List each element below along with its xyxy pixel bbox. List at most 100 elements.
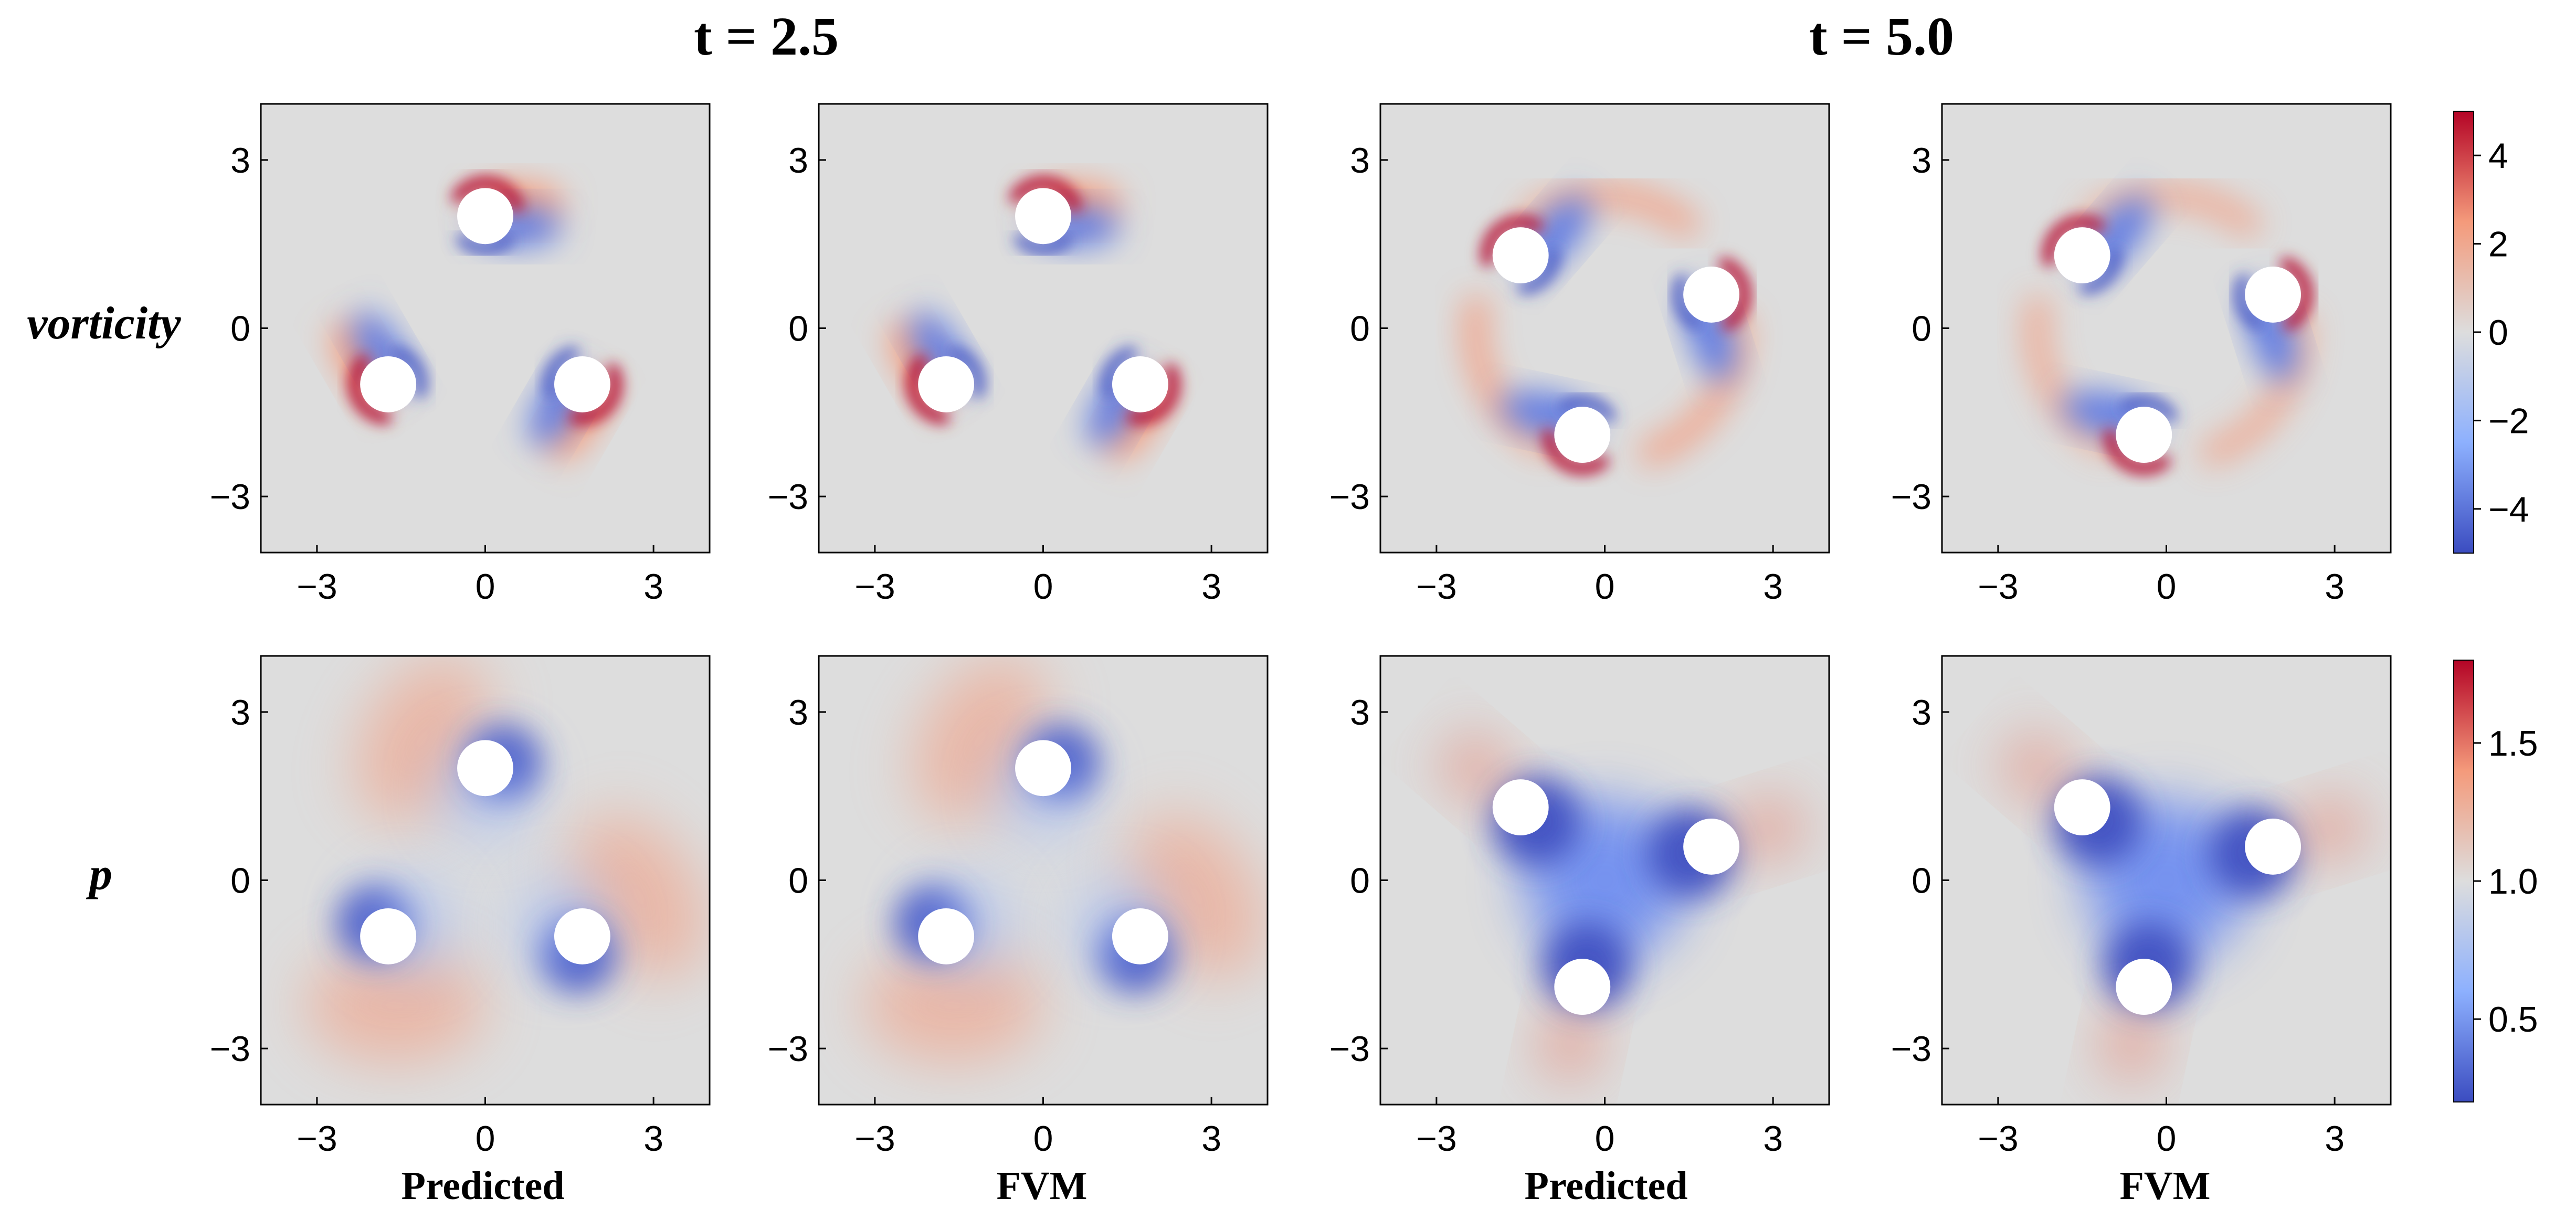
colorbar-tick-label: 1.5 — [2488, 724, 2538, 763]
shear-layer-positive — [1543, 429, 1610, 474]
vortex-wake-positive — [1638, 313, 1750, 468]
panel-background — [1380, 104, 1829, 553]
y-tick-label: 0 — [1350, 309, 1370, 349]
x-tick-label: 3 — [2325, 567, 2345, 607]
panel-p-3: −3 0 3 3 0 −3 — [1891, 655, 2392, 1159]
shear-layer-positive — [450, 177, 524, 212]
pressure-high-region — [863, 947, 1042, 1063]
shear-layer-negative — [2119, 397, 2178, 422]
x-tick-label: 0 — [1595, 1119, 1615, 1159]
shear-layer-negative — [455, 234, 515, 254]
cylinder — [1015, 188, 1071, 245]
y-tick-label: −3 — [1891, 1029, 1931, 1069]
shear-layer-negative — [544, 346, 578, 399]
x-tick-label: 3 — [1201, 1119, 1221, 1159]
shear-layer-positive — [2105, 429, 2172, 474]
colorbar-tick-label: 1.0 — [2488, 862, 2538, 902]
vortex-wake-positive — [2199, 313, 2311, 468]
shear-layer-positive — [568, 363, 621, 423]
cylinder — [554, 908, 610, 964]
x-tick-label: 0 — [2157, 567, 2177, 607]
panel-vorticity-3: −3 0 3 3 0 −3 — [1891, 103, 2392, 607]
cylinder — [1492, 779, 1549, 835]
shear-layer-positive — [2043, 216, 2106, 267]
row-label-p: p — [86, 849, 112, 900]
cylinder — [1683, 266, 1739, 323]
x-tick-label: 3 — [643, 567, 663, 607]
y-tick-label: 0 — [1912, 861, 1931, 901]
colorbar-tick-label: −4 — [2488, 490, 2529, 529]
x-tick-label: 0 — [1033, 1119, 1053, 1159]
shear-layer-negative — [950, 346, 985, 399]
y-tick-label: −3 — [209, 477, 250, 517]
y-tick-label: 0 — [788, 861, 808, 901]
y-tick-label: −3 — [767, 1029, 808, 1069]
cylinder — [2054, 779, 2110, 835]
title-t-5-0: t = 5.0 — [1809, 6, 1954, 67]
x-tick-label: 0 — [2157, 1119, 2177, 1159]
y-tick-label: 0 — [788, 309, 808, 349]
x-tick-label: −3 — [1416, 1119, 1457, 1159]
panel-grid: −3 0 330−3−3 0 330−3−3 0 330−3−3 0 330−3−3 0 330−3… — [209, 103, 2392, 1159]
x-tick-label: 3 — [1201, 567, 1221, 607]
shear-layer-negative — [1519, 248, 1559, 293]
y-tick-label: 0 — [230, 861, 250, 901]
pressure-high-region — [2292, 802, 2364, 857]
x-tick-label: 0 — [476, 1119, 495, 1159]
vortex-wake-positive — [2078, 184, 2264, 240]
shear-layer-negative — [2081, 248, 2120, 293]
y-tick-label: −3 — [767, 477, 808, 517]
y-tick-label: −3 — [1891, 477, 1931, 517]
y-tick-label: 3 — [230, 693, 250, 733]
shear-layer-negative — [1558, 397, 1617, 422]
colorbar-tick-label: 0.5 — [2488, 1000, 2538, 1040]
x-tick-label: 0 — [476, 567, 495, 607]
x-tick-label: 0 — [1033, 567, 1053, 607]
shear-layer-negative — [1013, 234, 1073, 254]
cylinder — [2116, 407, 2172, 463]
shear-layer-negative — [1102, 346, 1136, 399]
shear-layer-positive — [2279, 257, 2312, 331]
cylinder — [360, 356, 417, 412]
shear-layer-positive — [1126, 363, 1179, 423]
cylinder — [2054, 227, 2110, 283]
cylinder — [1112, 908, 1168, 964]
panel-vorticity-1: −3 0 3 3 0 −3 — [767, 103, 1269, 607]
colorbar-tick-label: −2 — [2488, 401, 2529, 441]
cylinder — [554, 356, 610, 412]
y-tick-label: 0 — [230, 309, 250, 349]
x-tick-label: −3 — [1978, 567, 2019, 607]
panel-p-2: −3 0 3 3 0 −3 — [1329, 655, 1830, 1159]
y-tick-label: 0 — [1350, 861, 1370, 901]
column-label-fvm-1: FVM — [996, 1164, 1087, 1208]
shear-layer-positive — [907, 354, 948, 423]
shear-layer-negative — [1673, 273, 1702, 331]
colorbar-group: 4 2 0 −2 −4 1.5 1.0 0.5 — [2453, 111, 2538, 1102]
panel-vorticity-2: −3 0 3 3 0 −3 — [1329, 103, 1830, 607]
colorbar-vorticity: 4 2 0 −2 −4 — [2453, 111, 2529, 554]
cylinder — [1554, 959, 1611, 1015]
x-tick-label: −3 — [854, 1119, 895, 1159]
column-label-fvm-2: FVM — [2119, 1164, 2210, 1208]
x-tick-label: 3 — [1763, 567, 1783, 607]
x-tick-label: 0 — [1595, 567, 1615, 607]
pressure-high-region — [1544, 1006, 1598, 1080]
cylinder — [1683, 818, 1739, 875]
y-tick-label: 3 — [1912, 693, 1931, 733]
cylinder — [1492, 227, 1549, 283]
colorbar-tick-label: 0 — [2488, 313, 2508, 353]
vortex-wake-positive — [1516, 184, 1703, 240]
shear-layer-positive — [1481, 216, 1544, 267]
column-label-predicted-2: Predicted — [1525, 1164, 1688, 1208]
x-tick-label: −3 — [297, 567, 337, 607]
panel-vorticity-0: −3 0 3 3 0 −3 — [209, 103, 711, 607]
pressure-high-region — [2105, 1006, 2159, 1080]
y-tick-label: 3 — [1350, 693, 1370, 733]
cylinder — [1112, 356, 1168, 412]
cylinder — [1554, 407, 1611, 463]
panel-p-1: −3 0 3 3 0 −3 — [767, 655, 1269, 1159]
x-tick-label: 3 — [1763, 1119, 1783, 1159]
pressure-high-region — [2005, 738, 2072, 801]
x-tick-label: −3 — [854, 567, 895, 607]
